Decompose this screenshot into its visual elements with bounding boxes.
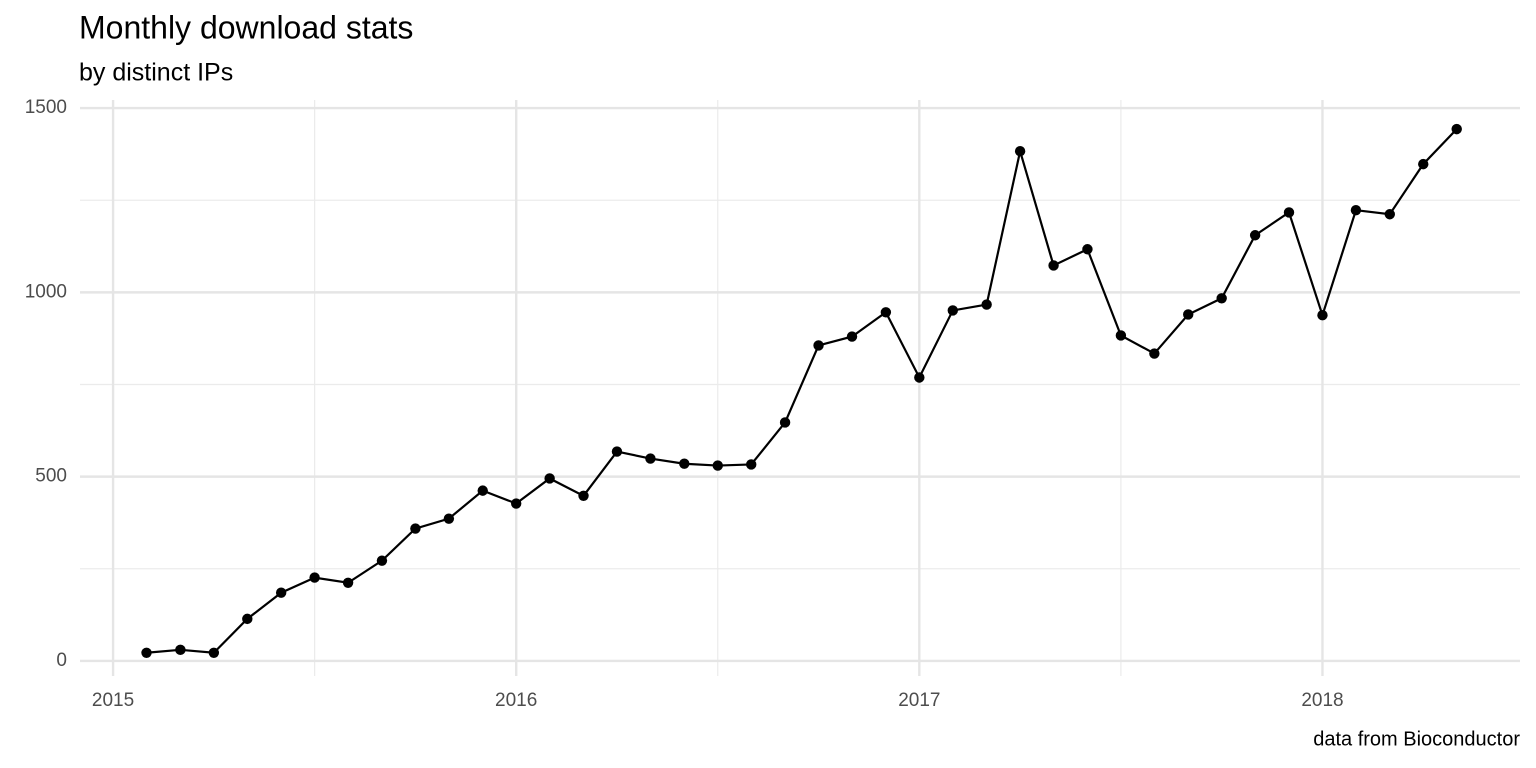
point <box>1317 310 1328 321</box>
y-tick-label: 1500 <box>25 97 67 118</box>
x-tick-label: 2016 <box>495 690 537 711</box>
point <box>1249 230 1261 241</box>
point <box>981 299 992 310</box>
point <box>510 498 522 509</box>
point <box>443 513 455 524</box>
point <box>813 340 824 351</box>
x-tick-label: 2015 <box>92 690 134 711</box>
point <box>947 305 958 316</box>
point <box>914 372 925 383</box>
point <box>544 473 555 484</box>
point <box>578 490 589 501</box>
chart-subtitle: by distinct IPs <box>79 59 233 87</box>
point <box>746 459 757 470</box>
point <box>309 572 320 583</box>
point <box>880 307 892 318</box>
point <box>1384 209 1395 220</box>
point <box>679 458 690 469</box>
point <box>779 417 791 428</box>
point <box>1149 348 1160 359</box>
point <box>242 613 253 625</box>
point <box>1014 146 1026 157</box>
caption: data from Bioconductor <box>1313 728 1520 750</box>
point <box>376 555 388 566</box>
point <box>342 577 354 588</box>
point <box>1418 158 1429 170</box>
point <box>1216 293 1227 304</box>
point <box>1350 204 1362 216</box>
point <box>141 647 152 658</box>
x-tick-label: 2018 <box>1301 690 1343 711</box>
point <box>410 523 421 534</box>
point <box>846 331 858 342</box>
y-tick-label: 500 <box>35 466 67 487</box>
point <box>611 446 623 457</box>
point <box>645 453 656 464</box>
y-tick-label: 0 <box>56 650 67 671</box>
point <box>1048 260 1059 271</box>
point <box>712 460 723 471</box>
point <box>175 644 186 656</box>
chart-title: Monthly download stats <box>79 9 413 45</box>
y-tick-label: 1000 <box>25 281 67 302</box>
point <box>1283 207 1295 218</box>
point <box>1082 244 1093 255</box>
point <box>477 485 488 496</box>
point <box>1183 309 1194 320</box>
series-line <box>146 128 1458 654</box>
point <box>1115 330 1127 341</box>
x-tick-label: 2017 <box>898 690 940 711</box>
point <box>275 587 287 598</box>
point <box>208 647 220 658</box>
point <box>1451 123 1462 135</box>
